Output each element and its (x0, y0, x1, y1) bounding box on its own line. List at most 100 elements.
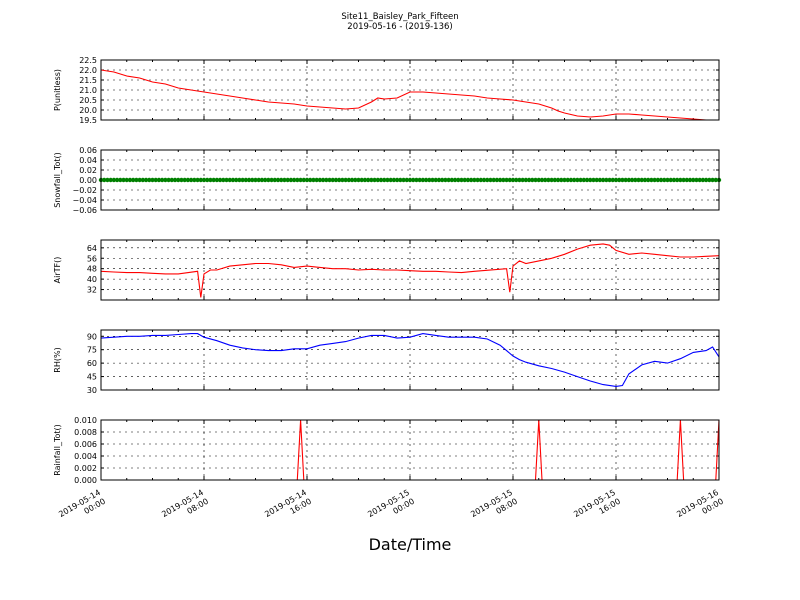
data-point (552, 177, 558, 183)
data-point (391, 177, 397, 183)
y-tick-label: 22.0 (79, 66, 97, 75)
data-point (208, 177, 213, 183)
data-point (465, 177, 471, 183)
data-point (681, 177, 686, 183)
data-point (301, 177, 306, 183)
data-point (649, 177, 654, 183)
y-tick-label: −0.04 (72, 196, 97, 205)
data-point (195, 177, 200, 183)
data-point (520, 177, 525, 183)
data-point (411, 177, 416, 183)
data-point (472, 177, 477, 183)
data-point (629, 177, 635, 183)
data-point (542, 177, 548, 183)
data-point (530, 177, 535, 183)
data-point (436, 177, 442, 183)
data-point (562, 177, 567, 183)
data-point (176, 177, 181, 183)
axes-frame (100, 239, 720, 301)
data-point (684, 177, 690, 183)
data-point (501, 177, 506, 183)
data-point (233, 177, 239, 183)
data-point (665, 177, 670, 183)
data-point (327, 177, 332, 183)
data-point (645, 177, 651, 183)
data-point (423, 177, 429, 183)
data-point (594, 177, 599, 183)
data-point (336, 177, 342, 183)
data-point (259, 177, 265, 183)
data-point (375, 177, 381, 183)
data-point (671, 177, 677, 183)
data-point (456, 177, 461, 183)
y-tick-label: 32 (87, 286, 97, 295)
data-point (697, 177, 702, 183)
y-tick-label: 0.002 (74, 464, 97, 473)
data-point (353, 177, 358, 183)
data-point (617, 177, 622, 183)
data-point (221, 177, 226, 183)
data-point (124, 177, 129, 183)
data-point (401, 177, 406, 183)
data-point (439, 177, 445, 183)
data-point (462, 177, 467, 183)
data-point (118, 177, 123, 183)
chart-panel-2: −0.06−0.04−0.020.000.020.040.06 Snowfall_… (53, 146, 722, 215)
data-point (108, 177, 113, 183)
data-point (626, 177, 632, 183)
data-point (185, 177, 191, 183)
data-point (546, 177, 551, 183)
data-point (504, 177, 509, 183)
data-point (147, 177, 152, 183)
data-point (523, 177, 529, 183)
data-point (217, 177, 223, 183)
data-point (356, 177, 361, 183)
data-point (565, 177, 570, 183)
y-tick-label: 75 (87, 346, 97, 355)
data-point (517, 177, 522, 183)
data-point (623, 177, 628, 183)
data-point (163, 177, 168, 183)
data-point (443, 177, 448, 183)
data-point (272, 177, 278, 183)
data-point (205, 177, 210, 183)
y-tick-label: 20.5 (79, 96, 97, 105)
data-point (674, 177, 680, 183)
data-point (446, 177, 451, 183)
y-tick-label: 21.0 (79, 86, 97, 95)
data-point (485, 177, 490, 183)
data-point (330, 177, 335, 183)
data-point (317, 177, 323, 183)
data-point (291, 177, 297, 183)
y-axis-label: P(unitless) (53, 69, 62, 111)
data-point (449, 177, 455, 183)
y-tick-label: 0.006 (74, 440, 97, 449)
data-point (571, 177, 577, 183)
data-point (533, 177, 538, 183)
data-point (581, 177, 587, 183)
data-point (668, 177, 673, 183)
data-point (510, 177, 516, 183)
data-point (266, 177, 271, 183)
y-tick-label: 19.5 (79, 116, 97, 125)
data-point (346, 177, 352, 183)
data-point (633, 177, 638, 183)
data-point (111, 177, 117, 183)
data-point (555, 177, 561, 183)
chart-title: Site11_Baisley_Park_Fifteen (341, 12, 458, 22)
data-point (285, 177, 290, 183)
y-tick-label: 90 (87, 332, 97, 341)
data-point (282, 177, 287, 183)
axes-frame (100, 149, 720, 211)
data-point (452, 177, 458, 183)
data-point (607, 177, 612, 183)
y-axis-label: Snowfall_Tot() (53, 152, 62, 208)
data-point (420, 177, 426, 183)
data-point (655, 177, 661, 183)
data-point (678, 177, 683, 183)
data-point (591, 177, 596, 183)
data-point (433, 177, 438, 183)
y-tick-label: 0.00 (79, 176, 97, 185)
